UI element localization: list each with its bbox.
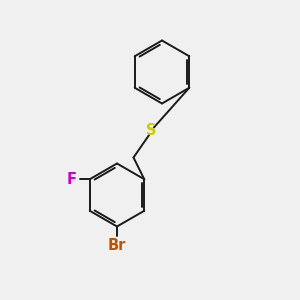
- Text: Br: Br: [108, 238, 126, 253]
- Text: F: F: [67, 172, 77, 187]
- Text: S: S: [146, 123, 157, 138]
